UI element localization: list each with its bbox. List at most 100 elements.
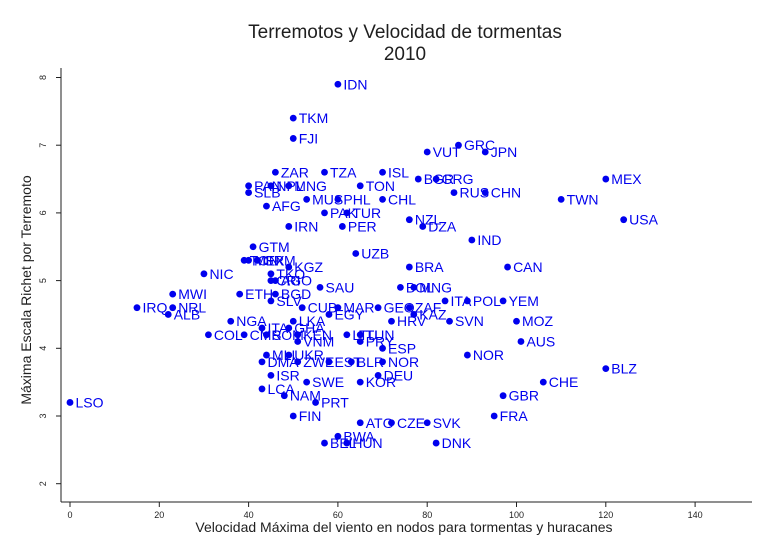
data-point-marker [517, 338, 525, 345]
data-point-marker [258, 324, 266, 332]
data-point-label: GRG [442, 171, 474, 187]
data-point-marker [423, 419, 431, 427]
data-point-marker [602, 365, 610, 373]
data-point-marker [267, 371, 275, 379]
y-tick-label: 6 [38, 210, 48, 215]
y-tick-label: 4 [38, 346, 48, 351]
data-point-label: IND [477, 232, 501, 248]
data-point-label: MEX [254, 252, 285, 268]
data-point-marker [620, 216, 628, 224]
data-point-marker [405, 304, 413, 312]
data-point-marker [388, 317, 395, 325]
data-point-marker [289, 135, 297, 142]
data-point-label: HUN [352, 435, 382, 451]
data-point-marker [405, 216, 413, 224]
data-point-label: YEM [509, 293, 539, 309]
data-point-marker [463, 297, 471, 305]
data-point-label: TKO [276, 266, 305, 282]
data-point-label: AGO [281, 273, 312, 289]
data-point-label: TUR [352, 205, 381, 221]
data-point-label: FRA [500, 408, 529, 424]
x-axis-label: Velocidad Máxima del viento en nodos par… [195, 519, 612, 535]
data-point-label: SLV [276, 293, 302, 309]
data-point-label: GHA [294, 320, 325, 336]
data-point-label: COL [214, 327, 243, 343]
data-point-marker [343, 439, 351, 447]
data-point-marker [258, 385, 266, 393]
data-point-marker [227, 317, 235, 325]
data-point-marker [267, 297, 275, 305]
data-point-marker [602, 175, 610, 183]
data-point-label: MOZ [522, 313, 554, 329]
data-point-label: ALB [174, 306, 200, 322]
data-point-marker [334, 304, 342, 312]
x-tick-label: 0 [67, 510, 72, 520]
data-point-marker [321, 209, 328, 217]
data-point-label: KEN [303, 327, 332, 343]
data-point-label: RUS [459, 185, 489, 201]
data-point-label: NRL [178, 300, 206, 316]
data-point-label: BGD [281, 286, 311, 302]
data-point-marker [379, 358, 386, 366]
x-tick-label: 140 [688, 510, 703, 520]
data-point-marker [450, 189, 458, 196]
data-point-label: PHL [343, 191, 370, 207]
data-point-label: ISL [388, 164, 409, 180]
data-point-label: PRT [321, 394, 349, 410]
y-tick-label: 8 [38, 75, 48, 80]
data-point-marker [356, 182, 364, 190]
data-point-marker [432, 439, 440, 447]
data-point-marker [267, 270, 275, 278]
data-point-label: MUS [312, 191, 343, 207]
data-point-label: POL [473, 293, 501, 309]
data-point-label: UZB [361, 246, 389, 262]
data-point-label: SVK [433, 415, 462, 431]
data-point-label: TWN [567, 191, 599, 207]
data-point-marker [294, 338, 302, 345]
data-point-label: ZAR [281, 164, 309, 180]
data-point-label: TON [366, 178, 395, 194]
data-point-label: EGY [334, 306, 364, 322]
data-point-marker [356, 338, 364, 345]
x-tick-label: 80 [422, 510, 432, 520]
data-point-marker [499, 392, 507, 400]
y-axis-label: Máxima Escala Richet por Terremoto [18, 175, 34, 404]
data-point-label: CHN [491, 185, 521, 201]
data-point-marker [258, 358, 266, 366]
data-point-label: MNG [419, 279, 452, 295]
data-point-label: BWA [343, 428, 375, 444]
data-point-marker [356, 378, 364, 386]
data-point-label: PRY [366, 334, 395, 350]
data-point-label: ITA [451, 293, 472, 309]
data-point-marker [481, 189, 489, 196]
data-point-label: CHE [549, 374, 579, 390]
data-point-marker [285, 324, 293, 332]
x-tick-label: 40 [244, 510, 254, 520]
data-point-label: ZAF [415, 300, 441, 316]
data-point-label: TZA [330, 164, 357, 180]
data-point-marker [397, 283, 404, 291]
data-point-label: NOR [473, 347, 504, 363]
data-point-marker [285, 223, 293, 230]
data-point-label: LCA [267, 381, 295, 397]
data-point-marker [321, 439, 328, 447]
data-point-marker [325, 358, 333, 366]
data-point-marker [374, 304, 382, 312]
data-point-marker [334, 195, 342, 203]
data-point-marker [271, 290, 279, 298]
data-point-marker [298, 304, 306, 312]
data-point-label: NIC [209, 266, 233, 282]
data-point-marker [405, 263, 413, 271]
data-point-marker [205, 331, 212, 339]
data-point-label: LSO [76, 394, 104, 410]
data-point-label: MNG [294, 178, 327, 194]
data-point-marker [66, 399, 74, 406]
data-point-marker [338, 223, 346, 230]
data-point-label: NAM [290, 388, 321, 404]
data-point-marker [455, 141, 462, 149]
data-point-label: TKM [299, 110, 329, 126]
data-point-label: AUS [526, 334, 555, 350]
data-point-marker [481, 148, 489, 156]
data-point-label: TUN [366, 327, 395, 343]
data-point-label: GEO [384, 300, 415, 316]
